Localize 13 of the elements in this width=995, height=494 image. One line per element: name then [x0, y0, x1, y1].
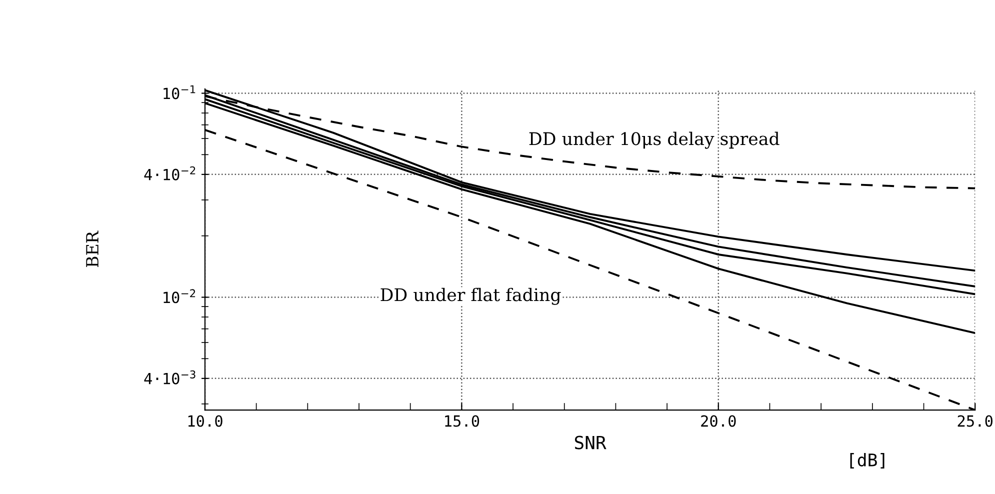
y-tick-label: 10$^{−2}$ [164, 289, 196, 304]
x-tick-label: 20.0 [701, 415, 736, 427]
annotation: DD under 10μs delay spread [529, 132, 780, 149]
x-tick-label: 25.0 [958, 415, 993, 427]
y-tick-label: 4·10$^{−2}$ [144, 166, 196, 180]
text: [dB] [850, 453, 884, 469]
y-tick-label: 4·10$^{−3}$ [144, 370, 196, 384]
x-axis-title: SNR [574, 436, 606, 450]
x-tick-label: 15.0 [445, 415, 480, 427]
y-tick-label: 10$^{−1}$ [164, 85, 196, 100]
x-tick-label: 10.0 [188, 415, 222, 427]
y-axis-title: BER [86, 230, 98, 268]
annotation: DD under flat fading [380, 288, 561, 305]
